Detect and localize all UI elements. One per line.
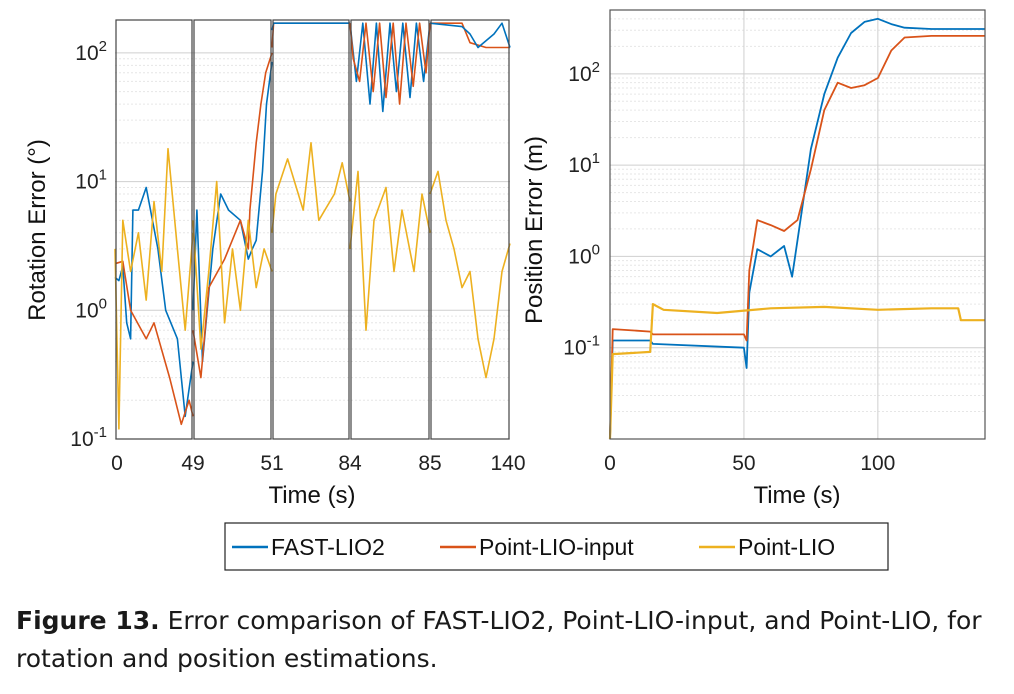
left-line-fast-lio2 [429, 22, 511, 49]
segment-box-2 [193, 19, 272, 440]
left-x-tick-label: 49 [181, 452, 204, 475]
left-y-tick-label: 101 [75, 167, 107, 194]
right-y-tick-labels: 10-1 100 101 102 [563, 59, 600, 360]
left-y-axis-label: Rotation Error (°) [24, 139, 51, 321]
figure-caption: Figure 13. Error comparison of FAST-LIO2… [16, 602, 1001, 678]
right-axes-box [609, 9, 986, 440]
right-plot-area [610, 10, 985, 439]
left-y-tick-labels: 10-1 100 101 102 [70, 38, 107, 451]
left-line-fast-lio2 [349, 22, 431, 113]
right-x-axis-label: Time (s) [753, 482, 840, 509]
legend: FAST-LIO2 Point-LIO-input Point-LIO [224, 522, 889, 571]
left-line-point-lio-input [192, 52, 273, 379]
left-line-point-lio [114, 147, 194, 430]
left-plot-area [115, 20, 510, 439]
left-line-point-lio-input [430, 22, 510, 49]
left-line-point-lio-input [349, 22, 431, 105]
right-y-tick-label: 101 [568, 150, 600, 177]
left-y-tick-label: 100 [75, 295, 107, 322]
right-y-tick-label: 10-1 [563, 333, 600, 360]
caption-text: Error comparison of FAST-LIO2, Point-LIO… [16, 606, 982, 673]
segment-boxes [115, 19, 510, 440]
right-line-point-lio-input [609, 35, 985, 440]
right-line-point-lio [608, 303, 985, 440]
legend-label-fast-lio2: FAST-LIO2 [271, 534, 385, 560]
right-x-tick-label: 50 [732, 452, 755, 475]
left-gridlines [115, 52, 510, 440]
left-series-lines [114, 22, 511, 430]
left-x-axis-label: Time (s) [268, 482, 355, 509]
figure-13: 10-1 100 101 102 0 49 51 84 85 140 Time (s) Rota… [24, 9, 986, 571]
left-x-tick-label: 0 [111, 452, 123, 475]
left-line-point-lio [429, 170, 511, 379]
left-y-tick-label: 10-1 [70, 424, 107, 451]
left-line-point-lio-input [114, 260, 194, 426]
right-x-tick-label: 100 [860, 452, 895, 475]
left-line-point-lio [349, 170, 431, 332]
segment-box-4 [350, 19, 430, 440]
right-y-tick-label: 100 [568, 241, 600, 268]
legend-box [224, 522, 889, 571]
legend-label-point-lio: Point-LIO [738, 534, 835, 560]
segment-box-5 [430, 19, 510, 440]
left-line-point-lio [192, 180, 273, 350]
right-series-lines [608, 17, 985, 440]
right-x-tick-labels: 0 50 100 [604, 452, 895, 475]
right-line-fast-lio2 [609, 17, 985, 440]
position-error-plot: 10-1 100 101 102 0 50 100 Time (s) Position E… [521, 9, 986, 509]
rotation-error-plot: 10-1 100 101 102 0 49 51 84 85 140 Time (s) Rota… [24, 19, 526, 509]
right-x-tick-label: 0 [604, 452, 616, 475]
left-x-tick-labels: 0 49 51 84 85 140 [111, 452, 525, 475]
left-line-point-lio [271, 142, 351, 233]
segment-box-3 [272, 19, 350, 440]
right-y-tick-label: 102 [568, 59, 600, 86]
caption-label: Figure 13. [16, 606, 160, 635]
right-y-axis-label: Position Error (m) [521, 136, 548, 324]
segment-box-1 [115, 19, 193, 440]
left-x-tick-label: 85 [418, 452, 441, 475]
left-x-tick-label: 51 [260, 452, 283, 475]
legend-label-point-lio-input: Point-LIO-input [479, 534, 634, 560]
left-x-tick-label: 140 [490, 452, 525, 475]
left-y-tick-label: 102 [75, 38, 107, 65]
left-x-tick-label: 84 [338, 452, 362, 475]
